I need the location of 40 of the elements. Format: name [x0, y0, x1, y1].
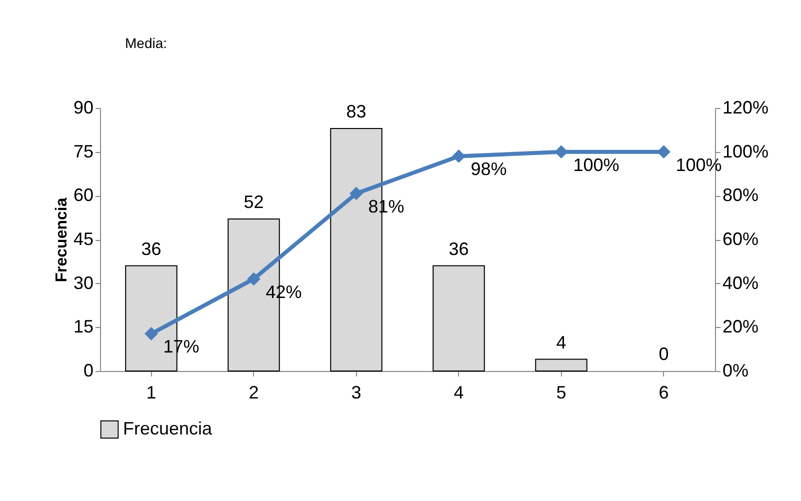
data-label: 100% [573, 154, 620, 175]
point [657, 145, 670, 159]
y-tick-label: 75 [73, 141, 94, 162]
y-tick-label: 45 [73, 229, 94, 249]
y-tick-label: 30 [73, 272, 94, 293]
data-label: 83 [346, 101, 366, 122]
y2-tick-label: 120% [722, 98, 769, 118]
x-tick-label: 4 [454, 382, 464, 402]
x-tick-label: 2 [248, 382, 259, 402]
y-tick-label: 0 [83, 360, 94, 380]
y2-tick-label: 60% [722, 229, 759, 249]
point [144, 327, 158, 340]
data-label: 98% [470, 159, 507, 180]
point [350, 186, 363, 200]
data-label: 0 [658, 344, 669, 364]
y-tick-label: 90 [73, 98, 94, 118]
bar [535, 358, 588, 372]
legend-label: Frecuencia [123, 418, 214, 438]
text: Media: [125, 35, 168, 51]
data-label: 4 [556, 332, 566, 352]
bar [432, 265, 485, 372]
y2-tick-label: 20% [722, 316, 759, 337]
x-tick-label: 5 [556, 382, 566, 402]
y-axis-title: Frecuencia [53, 198, 70, 282]
x-tick-label: 6 [658, 382, 669, 402]
data-label: 100% [676, 154, 722, 175]
point [554, 145, 568, 159]
y-tick-label: 60 [73, 185, 94, 206]
y2-tick-label: 80% [722, 185, 759, 206]
data-label: 36 [141, 238, 162, 259]
y2-tick-label: 100% [722, 141, 769, 162]
point [247, 272, 260, 286]
x-tick-label: 1 [146, 382, 156, 402]
y-tick-label: 15 [73, 316, 94, 337]
y2-tick-label: 0% [722, 360, 749, 380]
data-label: 36 [448, 238, 469, 259]
x-tick-label: 3 [351, 382, 362, 402]
point [452, 150, 466, 163]
y2-tick-label: 40% [722, 272, 759, 293]
data-label: 52 [244, 192, 264, 212]
